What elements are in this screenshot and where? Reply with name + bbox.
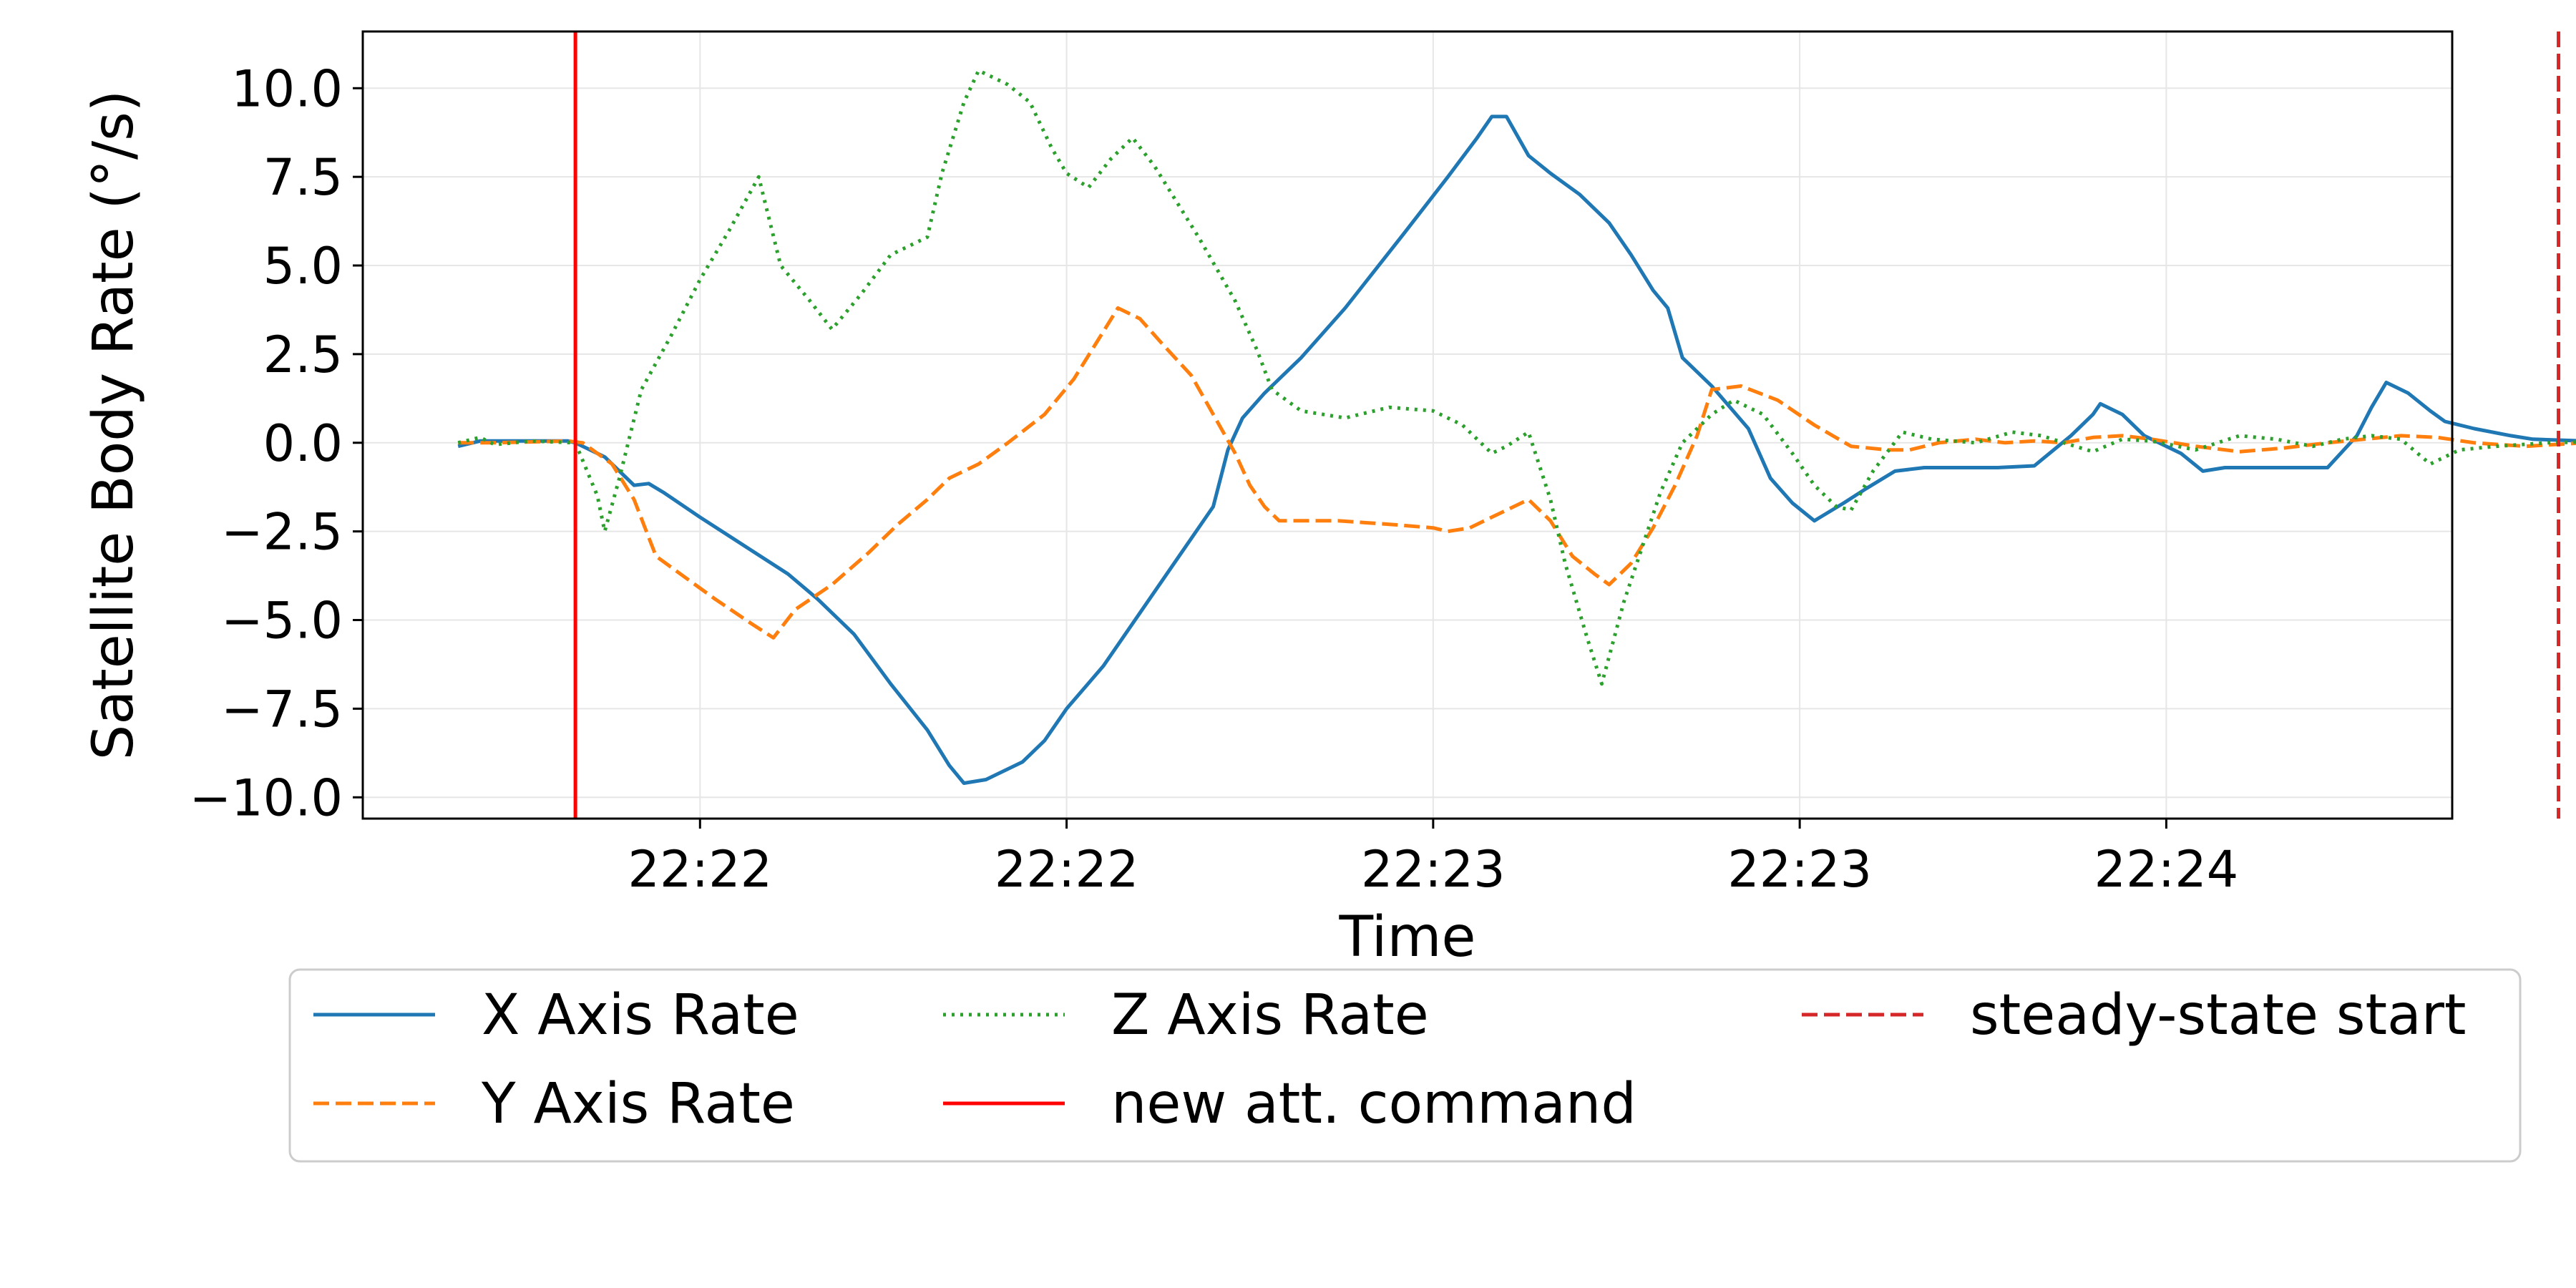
y-tick-label: 5.0 [263, 237, 343, 296]
x-axis: 22:22 22:22 22:23 22:23 22:24 [628, 819, 2238, 899]
y-axis-label: Satellite Body Rate (°/s) [82, 90, 146, 760]
x-tick-label: 22:22 [995, 840, 1139, 899]
x-axis-label: Time [1339, 905, 1476, 970]
y-tick-label: −7.5 [221, 680, 343, 738]
y-tick-label: −2.5 [221, 503, 343, 562]
y-tick-label: 7.5 [263, 148, 343, 207]
legend-label-z-axis-rate: Z Axis Rate [1111, 983, 1429, 1048]
y-axis: 10.0 7.5 5.0 2.5 0.0 −2.5 −5.0 −7.5 −10.0 [189, 59, 363, 827]
x-tick-label: 22:23 [1727, 840, 1872, 899]
x-tick-label: 22:24 [2094, 840, 2239, 899]
legend-label-x-axis-rate: X Axis Rate [482, 983, 799, 1048]
y-tick-label: 2.5 [263, 326, 343, 384]
grid [363, 31, 2452, 819]
x-tick-label: 22:22 [628, 840, 772, 899]
legend: X Axis Rate Y Axis Rate Z Axis Rate new att… [288, 968, 2522, 1163]
legend-label-new-att-command: new att. command [1111, 1072, 1636, 1136]
series-line-y-axis-rate [458, 306, 2576, 640]
x-tick-label: 22:23 [1361, 840, 1506, 899]
y-tick-label: −10.0 [189, 769, 343, 827]
series-line-x-axis-rate [457, 114, 2576, 785]
plot-frame [361, 30, 2454, 820]
y-tick-label: 10.0 [231, 59, 343, 118]
y-tick-label: −5.0 [221, 592, 343, 650]
legend-label-steady-state-start: steady-state start [1970, 983, 2467, 1048]
series-layer [457, 31, 2576, 819]
legend-label-y-axis-rate: Y Axis Rate [481, 1072, 795, 1136]
legend-box [288, 968, 2522, 1163]
y-tick-label: 0.0 [263, 414, 343, 473]
